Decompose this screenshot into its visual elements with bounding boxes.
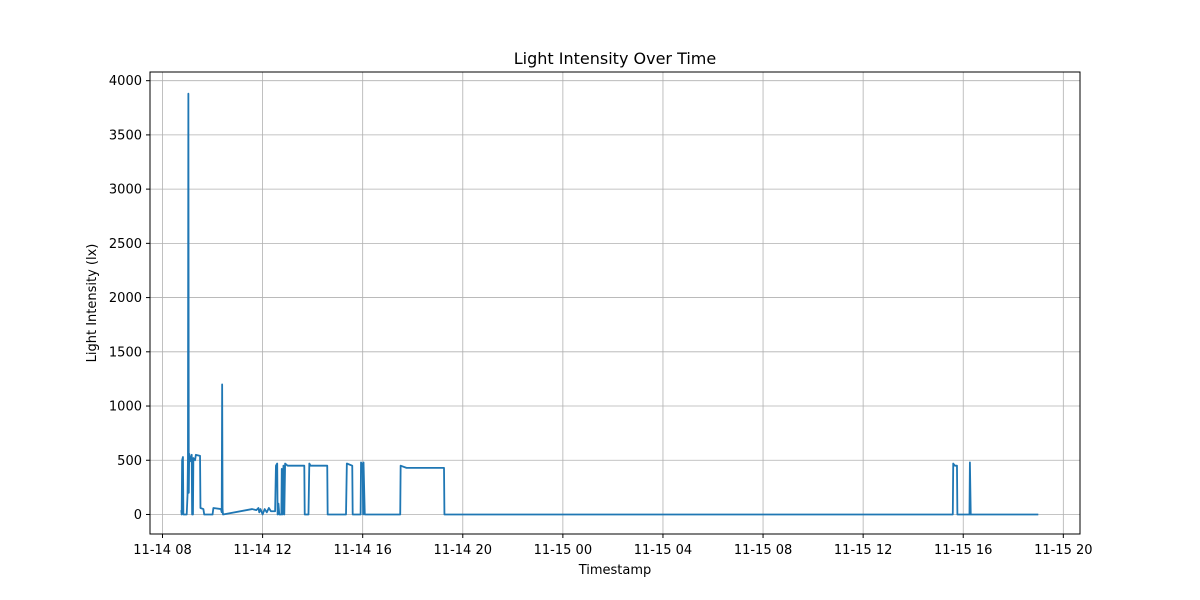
x-tick-label: 11-15 16 <box>934 543 992 558</box>
y-tick-label: 3000 <box>109 183 142 198</box>
y-tick-label: 500 <box>117 454 142 469</box>
x-tick-label: 11-15 12 <box>834 543 892 558</box>
y-tick-label: 3500 <box>109 128 142 143</box>
series-line-0 <box>180 92 1039 516</box>
plot-frame <box>149 71 1081 535</box>
x-tick-label: 11-15 00 <box>534 543 592 558</box>
chart-title: Light Intensity Over Time <box>514 49 716 68</box>
x-tick-label: 11-14 16 <box>333 543 391 558</box>
y-tick-label: 1000 <box>109 400 142 415</box>
x-tick-label: 11-15 20 <box>1034 543 1092 558</box>
y-tick-label: 2000 <box>109 291 142 306</box>
x-tick-label: 11-15 04 <box>634 543 692 558</box>
x-axis: 11-14 08 11-14 12 11-14 16 11-14 20 11-15 00… <box>133 534 1093 558</box>
x-tick-label: 11-14 12 <box>233 543 291 558</box>
y-tick-label: 0 <box>134 508 142 523</box>
y-tick-label: 1500 <box>109 345 142 360</box>
y-tick-label: 2500 <box>109 237 142 252</box>
x-tick-label: 11-14 20 <box>434 543 492 558</box>
y-axis: 0 500 1000 1500 2000 2500 3000 3500 4000 <box>109 74 150 523</box>
x-tick-label: 11-15 08 <box>734 543 792 558</box>
x-tick-label: 11-14 08 <box>133 543 191 558</box>
x-axis-title: Timestamp <box>578 563 652 578</box>
plot-line-group <box>180 92 1039 516</box>
y-tick-label: 4000 <box>109 74 142 89</box>
y-axis-title: Light Intensity (lx) <box>85 244 100 363</box>
